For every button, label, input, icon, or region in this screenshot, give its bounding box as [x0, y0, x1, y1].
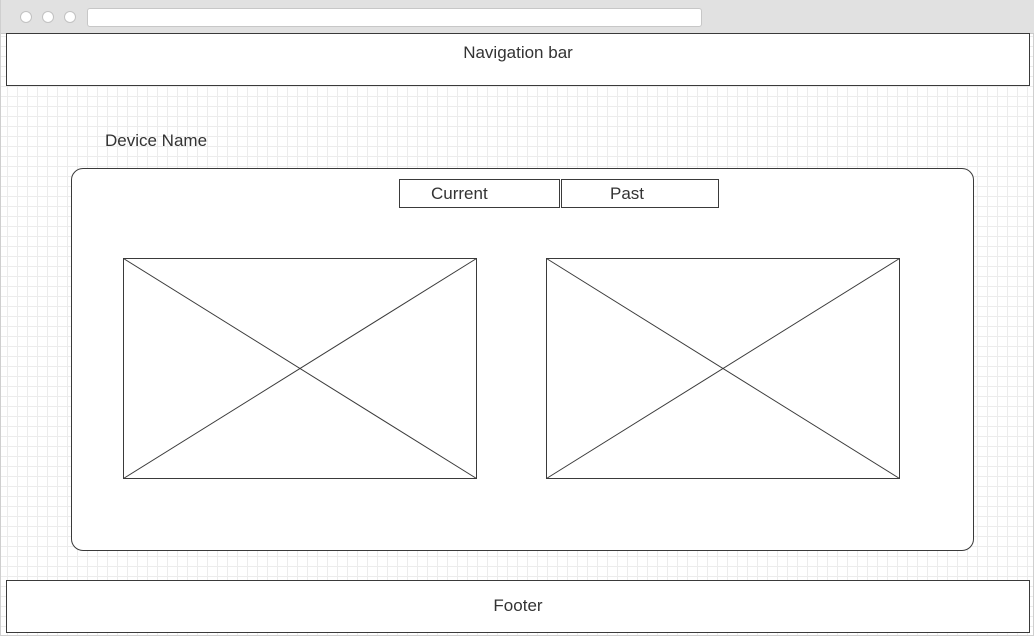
window-titlebar	[1, 0, 1034, 34]
minimize-icon[interactable]	[42, 11, 54, 23]
maximize-icon[interactable]	[64, 11, 76, 23]
navigation-bar: Navigation bar	[6, 33, 1030, 86]
close-icon[interactable]	[20, 11, 32, 23]
tab-past[interactable]: Past	[561, 179, 719, 208]
footer-label: Footer	[493, 596, 543, 615]
image-placeholder-icon	[546, 258, 900, 479]
image-placeholder-icon	[123, 258, 477, 479]
tab-past-label: Past	[610, 184, 645, 203]
device-name-heading: Device Name	[105, 131, 208, 150]
tab-current[interactable]: Current	[399, 179, 560, 208]
navigation-bar-label: Navigation bar	[463, 43, 573, 62]
address-bar[interactable]	[87, 8, 702, 27]
tab-current-label: Current	[431, 184, 488, 203]
footer: Footer	[6, 580, 1030, 633]
